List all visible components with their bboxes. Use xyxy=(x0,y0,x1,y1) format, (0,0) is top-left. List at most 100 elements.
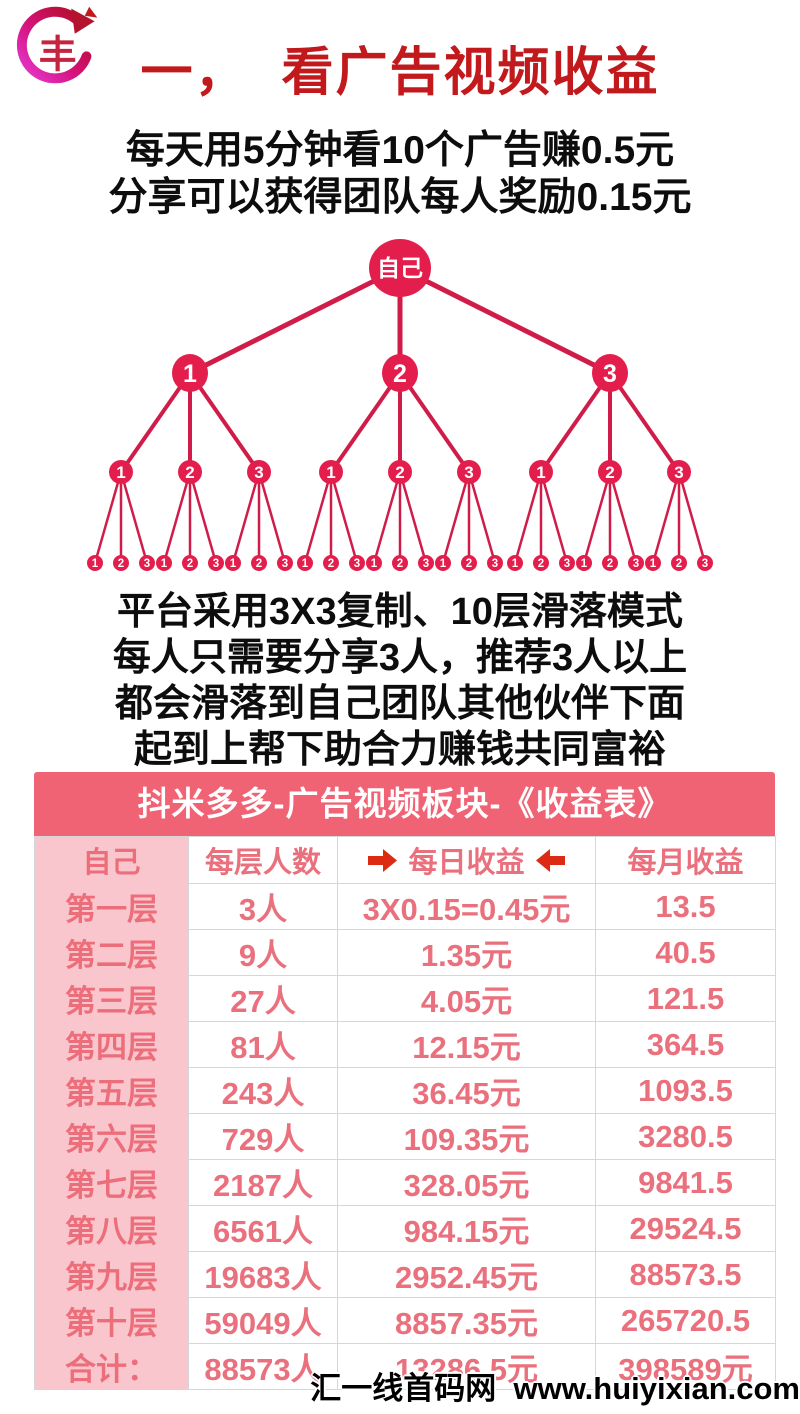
row-label-cell: 第八层 xyxy=(34,1205,189,1252)
tree-node-l2-1 xyxy=(529,460,553,484)
value-cell: 3人 xyxy=(188,883,338,930)
value-cell: 328.05元 xyxy=(337,1159,596,1206)
tree-node-l3-3-label: 3 xyxy=(354,558,360,570)
tree-edge xyxy=(372,471,402,564)
row-label-cell: 第七层 xyxy=(34,1159,189,1206)
value-cell: 121.5 xyxy=(595,975,776,1022)
value-cell: 3280.5 xyxy=(595,1113,776,1160)
tree-edge xyxy=(513,471,543,564)
tree-edge xyxy=(329,471,359,564)
tree-edge xyxy=(398,265,612,376)
column-header-monthly: 每月收益 xyxy=(595,836,776,884)
tree-node-l3-1-label: 1 xyxy=(371,558,378,570)
tree-node-l3-2 xyxy=(392,555,408,571)
tree-node-l3-2-label: 2 xyxy=(607,558,613,570)
page-title: 一， 看广告视频收益 xyxy=(140,44,660,102)
value-cell: 27人 xyxy=(188,975,338,1022)
row-label-cell: 合计： xyxy=(34,1343,189,1390)
column-header-daily-label: 每日收益 xyxy=(408,847,525,879)
value-cell: 8857.35元 xyxy=(337,1297,596,1344)
row-label-cell: 第五层 xyxy=(34,1067,189,1114)
value-cell: 81人 xyxy=(188,1021,338,1068)
tree-diagram-svg: 自己1 2 31 2 3 1 2 3 1 2 31 2 3 1 2 3 1 2 3 1 2 3 1 2 3 1 2 3 1 2 3 1 2 3 1 2… xyxy=(87,239,713,571)
tree-node-l3-3-label: 3 xyxy=(633,558,639,570)
tree-edge xyxy=(467,471,497,564)
tree-node-l3-2-label: 2 xyxy=(397,558,403,570)
tree-node-l3-2-label: 2 xyxy=(676,558,682,570)
tree-node-l3-3-label: 3 xyxy=(423,558,429,570)
tree-node-l2-3 xyxy=(667,460,691,484)
value-cell: 88573人 xyxy=(188,1343,338,1390)
row-label-cell: 第二层 xyxy=(34,929,189,976)
column-header-self: 自己 xyxy=(34,836,189,884)
dragon-horn xyxy=(84,6,98,18)
tree-node-l3-1 xyxy=(297,555,313,571)
tree-node-l3-1 xyxy=(225,555,241,571)
referral-tree-diagram: 自己 1 2 3 1 2 3 1 2 3 1 2 3 1 2 3 1 2 3 1 2 3 1 2 3 1 2 3 1 2 3 1 2 3 1 2 3 1 2… xyxy=(0,235,800,581)
row-label-cell: 第一层 xyxy=(34,883,189,930)
row-label-cell: 第三层 xyxy=(34,975,189,1022)
table-row: 第二层 9人 1.35元 40.5 xyxy=(34,929,776,976)
row-label-cell: 第十层 xyxy=(34,1297,189,1344)
tree-node-l3-1 xyxy=(645,555,661,571)
logo-glyph: 丰 xyxy=(39,35,77,77)
tree-node-l1-1 xyxy=(172,354,208,392)
header-row: 自己 每层人数 每日收益 每月收益 xyxy=(34,836,776,884)
description-line-1: 平台采用3X3复制、10层滑落模式 xyxy=(117,591,683,633)
tree-node-l3-2-label: 2 xyxy=(328,558,334,570)
tree-edge xyxy=(677,471,707,564)
tree-node-l3-2-label: 2 xyxy=(256,558,262,570)
income-table-section: 抖米多多-广告视频板块-《收益表》 自己 每层人数 每日收益 xyxy=(34,772,776,1390)
tree-node-l3-3 xyxy=(697,555,713,571)
tree-node-l3-1 xyxy=(87,555,103,571)
description-line-2: 每人只需要分享3人，推荐3人以上 xyxy=(112,637,688,679)
tree-node-l3-2-label: 2 xyxy=(118,558,124,570)
value-cell: 88573.5 xyxy=(595,1251,776,1298)
tree-node-l3-1 xyxy=(156,555,172,571)
tree-edge xyxy=(441,471,471,564)
tree-edge xyxy=(188,471,218,564)
tree-node-l3-1-label: 1 xyxy=(512,558,519,570)
tree-node-l2-1-label: 1 xyxy=(116,463,125,482)
description-line-3: 都会滑落到自己团队其他伙伴下面 xyxy=(114,683,685,725)
tree-node-l2-3-label: 3 xyxy=(254,463,263,482)
value-cell: 364.5 xyxy=(595,1021,776,1068)
tree-node-l3-3 xyxy=(139,555,155,571)
table-row: 第三层 27人 4.05元 121.5 xyxy=(34,975,776,1022)
value-cell: 243人 xyxy=(188,1067,338,1114)
tree-node-l2-3-label: 3 xyxy=(464,463,473,482)
tree-node-l2-1 xyxy=(319,460,343,484)
tree-node-l3-3 xyxy=(628,555,644,571)
tree-node-l3-1-label: 1 xyxy=(581,558,588,570)
left-arrow-icon xyxy=(535,848,565,872)
tree-node-l2-1 xyxy=(109,460,133,484)
tree-node-l3-2-label: 2 xyxy=(538,558,544,570)
tree-node-l3-2 xyxy=(182,555,198,571)
tree-node-l3-3 xyxy=(208,555,224,571)
value-cell: 13286.5元 xyxy=(337,1343,596,1390)
tree-edge xyxy=(539,371,612,474)
tree-node-l3-1-label: 1 xyxy=(230,558,237,570)
tree-node-l1-2 xyxy=(382,354,418,392)
tree-node-l3-1 xyxy=(576,555,592,571)
tree-node-l3-2 xyxy=(671,555,687,571)
tree-node-l3-3-label: 3 xyxy=(213,558,219,570)
tree-edge xyxy=(398,371,471,474)
table-row: 第八层 6561人 984.15元 29524.5 xyxy=(34,1205,776,1252)
tree-node-l3-3 xyxy=(487,555,503,571)
tree-edge xyxy=(582,471,612,564)
tree-edge xyxy=(93,471,123,564)
tree-edge xyxy=(329,371,402,474)
table-row: 第七层 2187人 328.05元 9841.5 xyxy=(34,1159,776,1206)
tree-node-l3-2 xyxy=(251,555,267,571)
tree-node-l3-3 xyxy=(418,555,434,571)
tree-node-l3-2 xyxy=(533,555,549,571)
watermark: 汇一线首码网 www.huiyixian.com xyxy=(310,1371,800,1406)
tree-node-l3-2-label: 2 xyxy=(466,558,472,570)
tree-edge xyxy=(651,471,681,564)
tree-node-l3-3 xyxy=(559,555,575,571)
tree-edge xyxy=(608,471,638,564)
brand-dragon-logo: 丰 xyxy=(16,6,98,84)
subtitle-block: 每天用5分钟看10个广告赚0.5元 分享可以获得团队每人奖励0.15元 xyxy=(0,127,800,221)
